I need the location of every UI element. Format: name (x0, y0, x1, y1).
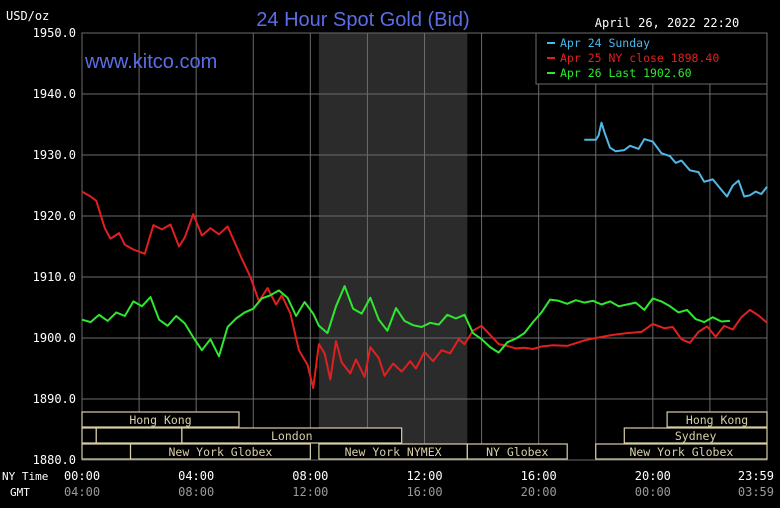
ny-time-label: NY Time (2, 470, 48, 483)
session-band (95, 427, 183, 444)
session-bands: Hong Kong London New York Globex New York N… (81, 411, 768, 460)
session-band (129, 443, 311, 460)
session-band-label: Hong Kong (686, 413, 748, 427)
legend-box (535, 32, 768, 85)
nymex-session-shade (318, 33, 468, 460)
session-band-label: Hong Kong (129, 413, 191, 427)
x-axis-ticks: 00:00 04:00 08:00 12:00 16:00 20:00 23:59 04:00… (64, 469, 774, 499)
session-band (81, 427, 97, 444)
y-tick-label: 1950.0 (33, 26, 76, 40)
x-tick-label-ny: 20:00 (635, 469, 671, 483)
x-tick-label-gmt: 16:00 (406, 485, 442, 499)
x-tick-label-ny: 04:00 (178, 469, 214, 483)
session-band (666, 411, 768, 428)
chart-title: 24 Hour Spot Gold (Bid) (256, 9, 469, 31)
legend-label-close: Apr 25 NY close 1898.40 (560, 51, 719, 65)
y-tick-label: 1910.0 (33, 270, 76, 284)
watermark: www.kitco.com (84, 51, 217, 73)
series-line-last (81, 285, 730, 358)
y-tick-label: 1940.0 (33, 87, 76, 101)
session-band (595, 443, 768, 460)
x-tick-label-gmt: 12:00 (292, 485, 328, 499)
x-tick-label-ny: 23:59 (738, 469, 774, 483)
session-band (81, 443, 132, 460)
session-band-label: Sydney (675, 429, 717, 443)
session-band (623, 427, 768, 444)
x-tick-label-ny: 12:00 (406, 469, 442, 483)
session-band-label: NY Globex (486, 445, 548, 459)
series-line-close (81, 190, 768, 389)
series-lines (81, 121, 768, 389)
grid-lines (81, 32, 768, 461)
y-tick-label: 1880.0 (33, 453, 76, 467)
y-tick-label: 1920.0 (33, 209, 76, 223)
session-band (466, 443, 568, 460)
gmt-label: GMT (10, 486, 30, 499)
x-tick-label-ny: 16:00 (521, 469, 557, 483)
x-tick-label-gmt: 04:00 (64, 485, 100, 499)
session-band-label: London (271, 429, 313, 443)
x-tick-label-gmt: 03:59 (738, 485, 774, 499)
x-tick-label-gmt: 00:00 (635, 485, 671, 499)
y-axis-ticks: 1950.0 1940.0 1930.0 1920.0 1910.0 1900.0 1890… (33, 26, 76, 467)
legend-label-last: Apr 26 Last 1902.60 (560, 66, 692, 80)
plot-frame (81, 32, 768, 461)
session-band-label: New York Globex (168, 445, 272, 459)
session-band-label: New York NYMEX (345, 445, 442, 459)
legend: Apr 24 Sunday Apr 25 NY close 1898.40 Ap… (535, 32, 768, 85)
session-band (181, 427, 403, 444)
x-tick-label-gmt: 08:00 (178, 485, 214, 499)
session-band-label: New York Globex (629, 445, 733, 459)
x-tick-label-gmt: 20:00 (521, 485, 557, 499)
session-band (81, 411, 240, 428)
y-tick-label: 1900.0 (33, 331, 76, 345)
series-line-sunday (584, 121, 768, 198)
y-axis-unit: USD/oz (6, 9, 49, 23)
x-tick-label-ny: 00:00 (64, 469, 100, 483)
y-tick-label: 1890.0 (33, 392, 76, 406)
chart-datetime: April 26, 2022 22:20 (595, 16, 740, 30)
y-tick-label: 1930.0 (33, 148, 76, 162)
legend-label-sunday: Apr 24 Sunday (560, 36, 650, 50)
x-tick-label-ny: 08:00 (292, 469, 328, 483)
